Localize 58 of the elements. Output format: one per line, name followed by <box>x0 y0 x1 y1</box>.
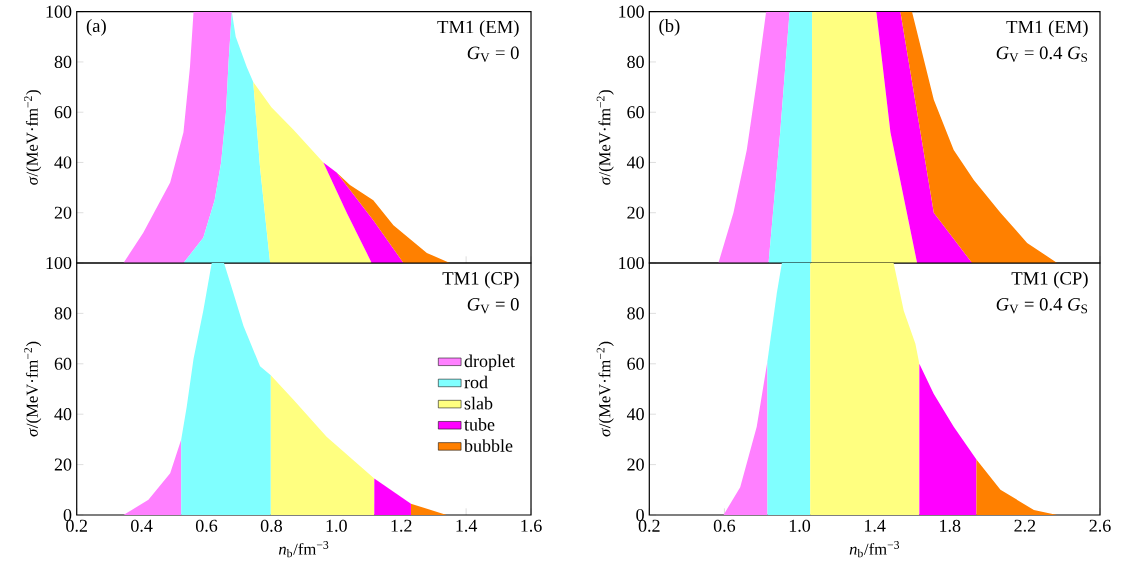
x-tick-label: 1.4 <box>864 519 886 532</box>
y-tick-label: 20 <box>627 458 644 471</box>
legend-label: tube <box>464 418 495 431</box>
y-tick-label: 100 <box>46 5 72 18</box>
x-tick-label: 2.6 <box>1089 519 1111 532</box>
y-tick-label: 20 <box>54 206 72 219</box>
y-tick-label: 40 <box>626 408 644 421</box>
x-tick-label: 1.8 <box>940 519 961 532</box>
legend-label: bubble <box>464 439 513 452</box>
x-tick-label: 0.2 <box>66 519 87 532</box>
y-tick-label: 100 <box>619 256 644 270</box>
y-axis-title: σ/(MeV·fm$^{−2}$) <box>24 90 42 185</box>
x-tick-label: 1.6 <box>521 519 542 532</box>
x-tick-label: 0.6 <box>195 519 218 532</box>
x-tick-label: 0.2 <box>638 519 660 532</box>
y-tick-label: 40 <box>54 408 72 421</box>
legend-label: rod <box>464 375 488 389</box>
y-tick-label: 60 <box>627 106 644 119</box>
y-tick-label: 80 <box>627 307 644 320</box>
x-tick-label: 0.6 <box>713 519 736 532</box>
y-axis-title: σ/(MeV·fm$^{−2}$) <box>596 90 614 185</box>
y-tick-label: 20 <box>627 206 644 219</box>
annotation: G$_{V}$ = 0.4 G$_{S}$ <box>996 297 1088 314</box>
annotation: G$_{V}$ = 0 <box>467 297 519 314</box>
x-tick-label: 0.4 <box>131 519 153 532</box>
legend-label: slab <box>464 396 493 410</box>
annotation: TM1 (EM) <box>1006 20 1088 38</box>
x-tick-label: 1.0 <box>326 519 347 532</box>
y-tick-label: 100 <box>619 5 644 18</box>
annotation: (b) <box>659 18 680 36</box>
annotation: (a) <box>86 18 106 36</box>
annotation: G$_{V}$ = 0.4 G$_{S}$ <box>996 46 1088 63</box>
y-tick-label: 80 <box>54 307 72 320</box>
y-tick-label: 60 <box>54 357 72 370</box>
legend-label: droplet <box>464 354 515 371</box>
annotation: TM1 (EM) <box>437 20 519 38</box>
x-axis-title: n$_{b}$/fm$^{−3}$ <box>278 541 329 558</box>
x-tick-label: 1.0 <box>789 519 811 532</box>
y-axis-title: σ/(MeV·fm$^{−2}$) <box>24 341 42 437</box>
x-tick-label: 2.2 <box>1014 519 1036 532</box>
x-tick-label: 1.2 <box>391 519 412 532</box>
y-tick-label: 0 <box>636 508 644 522</box>
x-tick-label: 1.4 <box>456 519 478 532</box>
annotation: TM1 (CP) <box>442 271 519 289</box>
y-tick-label: 20 <box>54 458 72 471</box>
annotation: G$_{V}$ = 0 <box>467 46 519 63</box>
y-tick-label: 0 <box>63 508 72 522</box>
y-tick-label: 40 <box>626 156 644 169</box>
x-tick-label: 0.8 <box>260 519 282 532</box>
annotation: TM1 (CP) <box>1011 271 1088 289</box>
y-tick-label: 60 <box>54 106 72 119</box>
x-axis-title: n$_{b}$/fm$^{−3}$ <box>849 541 900 558</box>
y-axis-title: σ/(MeV·fm$^{−2}$) <box>596 341 614 437</box>
y-tick-label: 100 <box>46 256 72 270</box>
y-tick-label: 60 <box>627 357 644 370</box>
y-tick-label: 80 <box>54 55 72 69</box>
y-tick-label: 40 <box>54 156 72 169</box>
y-tick-label: 80 <box>627 55 644 69</box>
